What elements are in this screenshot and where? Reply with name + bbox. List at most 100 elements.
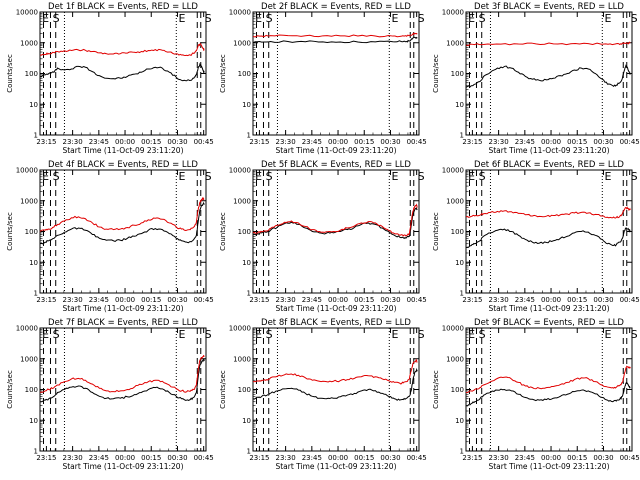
x-tick-label: 23:15	[249, 454, 269, 462]
chart-panel-2: Det 2f BLACK = Events, RED = LLD 1 10 100 10…	[219, 2, 427, 155]
y-tick-label: 10000	[16, 9, 38, 17]
x-tick-label: 00:45	[194, 138, 214, 146]
x-tick-label: 00:30	[167, 138, 187, 146]
chart-panel-1: Det 1f BLACK = Events, RED = LLD 1 10 100 10…	[6, 2, 214, 155]
x-axis-label: Start Time (11-Oct-09 23:11:20)	[488, 304, 609, 313]
x-tick-label: 00:30	[593, 138, 613, 146]
lld-series-line	[39, 42, 205, 57]
flag-label-e: E	[42, 328, 49, 341]
x-tick-label: 23:30	[63, 138, 83, 146]
chart-title: Det 6f BLACK = Events, RED = LLD	[474, 160, 624, 170]
x-tick-label: 00:30	[167, 454, 187, 462]
events-series-line	[39, 201, 205, 245]
x-tick-label: 00:00	[541, 454, 561, 462]
chart-panel-8: Det 8f BLACK = Events, RED = LLD 1 10 100 10…	[219, 318, 427, 471]
y-axis-label: Counts/sec	[432, 370, 440, 409]
y-tick-label: 10000	[16, 325, 38, 333]
x-tick-label: 23:30	[276, 454, 296, 462]
events-series-line	[252, 367, 418, 401]
x-axis-label: Start Time (11-Oct-09 23:11:20)	[62, 146, 183, 155]
y-tick-label: 10000	[442, 9, 464, 17]
flag-label-s: S	[418, 328, 425, 341]
x-tick-label: 00:00	[328, 138, 348, 146]
chart-panel-6: Det 6f BLACK = Events, RED = LLD 1 10 100 10…	[432, 160, 640, 313]
x-tick-label: 23:30	[276, 296, 296, 304]
flag-label-s: S	[266, 170, 273, 183]
chart-title: Det 5f BLACK = Events, RED = LLD	[261, 160, 411, 170]
y-tick-label: 100	[238, 386, 251, 394]
flag-label-e: E	[255, 170, 262, 183]
flag-label-e: E	[604, 170, 611, 183]
y-tick-label: 1000	[446, 39, 464, 47]
x-tick-label: 23:30	[489, 454, 509, 462]
chart-panel-9: Det 9f BLACK = Events, RED = LLD 1 10 100 10…	[432, 318, 640, 471]
y-tick-label: 10	[455, 101, 464, 109]
flag-label-s: S	[479, 170, 486, 183]
x-axis-label: Start Time (11-Oct-09 23:11:20)	[62, 462, 183, 471]
y-axis-label: Counts/sec	[219, 370, 227, 409]
y-tick-label: 10000	[16, 167, 38, 175]
flag-label-s: S	[205, 170, 212, 183]
y-tick-label: 1	[460, 448, 464, 456]
x-tick-label: 00:15	[354, 138, 374, 146]
x-tick-label: 23:15	[249, 138, 269, 146]
flag-label-s: S	[479, 328, 486, 341]
x-tick-label: 00:15	[567, 138, 587, 146]
x-tick-label: 23:15	[249, 296, 269, 304]
lld-series-line	[252, 32, 418, 38]
flag-label-s: S	[53, 328, 60, 341]
x-tick-label: 00:00	[541, 138, 561, 146]
x-tick-label: 00:00	[328, 296, 348, 304]
flag-label-s: S	[205, 12, 212, 25]
x-tick-label: 00:45	[194, 454, 214, 462]
x-tick-label: 23:15	[462, 296, 482, 304]
y-tick-label: 1	[460, 290, 464, 298]
events-series-line	[465, 227, 631, 249]
flag-label-s: S	[479, 12, 486, 25]
lld-series-line	[39, 196, 205, 232]
y-tick-label: 1000	[446, 355, 464, 363]
x-tick-label: 00:15	[141, 296, 161, 304]
x-tick-label: 23:45	[515, 454, 535, 462]
y-axis-label: Counts/sec	[219, 212, 227, 251]
flag-label-s: S	[53, 170, 60, 183]
y-tick-label: 10	[242, 417, 251, 425]
y-tick-label: 10000	[229, 325, 251, 333]
x-tick-label: 00:00	[541, 296, 561, 304]
y-tick-label: 10000	[442, 167, 464, 175]
y-tick-label: 1	[34, 132, 38, 140]
lld-series-line	[465, 206, 631, 219]
x-tick-label: 00:15	[567, 454, 587, 462]
y-tick-label: 10	[29, 417, 38, 425]
y-tick-label: 100	[25, 228, 38, 236]
events-series-line	[39, 62, 205, 82]
x-tick-label: 23:45	[89, 296, 109, 304]
y-tick-label: 10	[242, 101, 251, 109]
chart-title: Det 3f BLACK = Events, RED = LLD	[474, 2, 624, 12]
flag-label-e: E	[468, 170, 475, 183]
events-series-line	[465, 64, 631, 88]
y-tick-label: 100	[25, 386, 38, 394]
flag-label-e: E	[178, 170, 185, 183]
y-tick-label: 100	[451, 386, 464, 394]
x-tick-label: 00:00	[328, 454, 348, 462]
x-tick-label: 00:30	[593, 454, 613, 462]
flag-label-s: S	[266, 328, 273, 341]
events-series-line	[252, 36, 418, 44]
x-tick-label: 00:15	[141, 138, 161, 146]
y-axis-label: Counts/sec	[6, 212, 14, 251]
x-axis-label: Start Time (11-Oct-09 23:11:20)	[275, 146, 396, 155]
lld-series-line	[465, 41, 631, 47]
y-axis-label: Counts/sec	[432, 54, 440, 93]
x-tick-label: 23:15	[462, 138, 482, 146]
x-axis-label: Start Time (11-Oct-09 23:11:20)	[488, 462, 609, 471]
y-tick-label: 100	[238, 70, 251, 78]
chart-panel-5: Det 5f BLACK = Events, RED = LLD 1 10 100 10…	[219, 160, 427, 313]
flag-label-s: S	[418, 12, 425, 25]
flag-label-e: E	[391, 328, 398, 341]
x-tick-label: 00:00	[115, 138, 135, 146]
lld-series-line	[39, 354, 205, 393]
x-tick-label: 00:45	[194, 296, 214, 304]
y-tick-label: 1000	[20, 39, 38, 47]
